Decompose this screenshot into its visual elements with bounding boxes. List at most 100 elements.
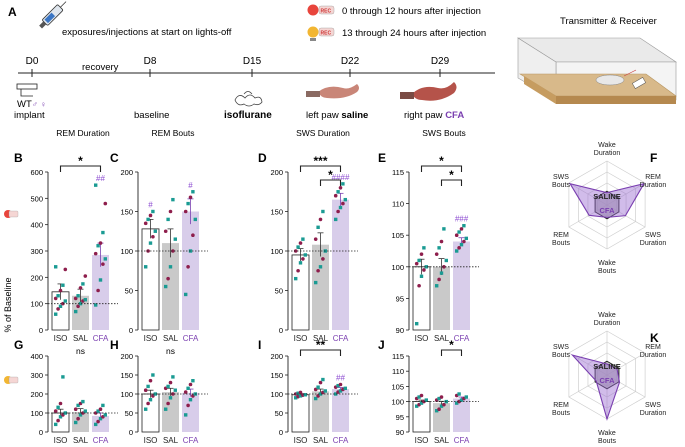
x-tick-label: ISO: [294, 436, 308, 445]
panel-b: B REM Duration 0 100 200 300 400 500 600 ISO SAL CF…: [14, 128, 118, 343]
data-point: [98, 241, 103, 245]
data-point: [78, 413, 83, 417]
y-tick-label: 95: [396, 413, 404, 422]
panel-j: J 90 95 100 105 110 115 ISO SAL CFA *: [378, 338, 479, 445]
data-point: [424, 265, 428, 269]
data-point: [333, 193, 338, 198]
data-point: [74, 309, 78, 314]
timeline-day-label: D0: [26, 56, 39, 67]
data-point: [58, 401, 63, 406]
implant-label: implant: [14, 110, 45, 121]
data-point: [417, 258, 421, 263]
panel-letter: J: [378, 338, 385, 352]
transmitter-title: Transmitter & Receiver: [560, 16, 657, 27]
radar-axis-label-line: Duration: [640, 240, 667, 247]
radar-axis-label-line: Bouts: [552, 352, 570, 359]
y-tick-label: 0: [279, 428, 283, 437]
y-tick-label: 200: [120, 352, 133, 361]
data-point: [58, 288, 63, 293]
data-point: [442, 402, 446, 407]
data-point: [184, 413, 188, 417]
data-point: [334, 217, 338, 222]
y-tick-label: 0: [129, 326, 133, 335]
significance-stars: *: [439, 154, 444, 168]
data-point: [457, 392, 461, 396]
panel-letter: I: [258, 338, 261, 352]
data-point: [455, 249, 459, 253]
data-point: [323, 389, 327, 393]
x-tick-label: CFA: [183, 436, 199, 445]
x-tick-label: CFA: [333, 334, 349, 343]
data-point: [146, 384, 150, 389]
data-point: [316, 385, 320, 389]
y-tick-label: 200: [270, 168, 283, 177]
bar-sal: [162, 243, 179, 330]
row2-rec-yellow-icon: [4, 376, 19, 384]
data-point: [298, 394, 303, 398]
data-point: [144, 407, 148, 411]
bar-cfa: [92, 415, 109, 432]
data-point: [101, 403, 105, 408]
radar-axis-label: SWS Duration: [640, 402, 667, 417]
data-point: [58, 415, 63, 419]
timeline-day-label: D29: [431, 56, 450, 67]
bar-iso: [291, 254, 310, 331]
panel-h: H 0 50 100 150 200 ISO SAL CFA ns: [110, 338, 208, 445]
data-point: [94, 303, 98, 307]
bar-sal: [433, 266, 450, 330]
radar-axis-label-line: Wake: [598, 260, 616, 267]
row1-rec-red-icon: [4, 210, 19, 218]
data-point: [318, 380, 323, 385]
data-point: [143, 388, 148, 393]
radar-axis-label: SWS Bouts: [552, 344, 570, 359]
radar-cfa-label: CFA: [600, 206, 616, 215]
data-point: [188, 382, 193, 387]
data-point: [437, 246, 441, 250]
data-point: [336, 190, 340, 194]
syringe-icon: [39, 1, 67, 29]
data-point: [103, 413, 107, 417]
data-point: [151, 234, 155, 239]
panel-letter: K: [650, 331, 659, 345]
data-point: [61, 283, 65, 287]
data-point: [61, 301, 65, 306]
data-point: [163, 229, 168, 234]
radar-axis-label: REM Bouts: [552, 402, 570, 417]
data-point: [293, 249, 298, 253]
rec-yellow-icon: REC: [307, 26, 335, 41]
data-point: [419, 252, 424, 256]
data-point: [63, 411, 67, 415]
x-tick-label: CFA: [333, 436, 349, 445]
radar-saline-polygon: [594, 360, 620, 390]
data-point: [462, 224, 466, 228]
data-point: [58, 304, 63, 308]
significance-hash: ##: [96, 174, 105, 183]
timeline-ticks: D0 D8 D15 D22 D29: [26, 56, 450, 77]
y-tick-label: 150: [120, 371, 133, 380]
data-point: [83, 298, 87, 302]
y-tick-label: 100: [30, 300, 43, 309]
data-point: [81, 282, 85, 286]
radar-axis-label-line: SWS: [645, 402, 661, 409]
x-tick-label: CFA: [183, 334, 199, 343]
data-point: [98, 417, 103, 421]
significance-bracket: [299, 349, 342, 356]
data-point: [341, 201, 345, 206]
data-point: [54, 265, 58, 269]
data-point: [321, 377, 325, 382]
bar-cfa: [332, 389, 349, 432]
panel-title: SWS Bouts: [422, 128, 465, 138]
radar-axis-label-line: Duration: [594, 150, 621, 157]
y-tick-label: 50: [125, 409, 133, 418]
data-point: [148, 241, 153, 245]
radar-axis-label: REM Duration: [640, 344, 667, 359]
radar-axis-label-line: REM: [553, 232, 569, 239]
radar-axis-label-line: SWS: [553, 344, 569, 351]
radar-axis-label-line: REM: [645, 344, 661, 351]
isoflurane-cloud-icon: [234, 91, 263, 107]
data-point: [457, 246, 461, 250]
data-point: [419, 393, 424, 398]
data-point: [184, 292, 188, 297]
data-point: [439, 404, 444, 408]
significance-stars: *: [78, 154, 83, 168]
